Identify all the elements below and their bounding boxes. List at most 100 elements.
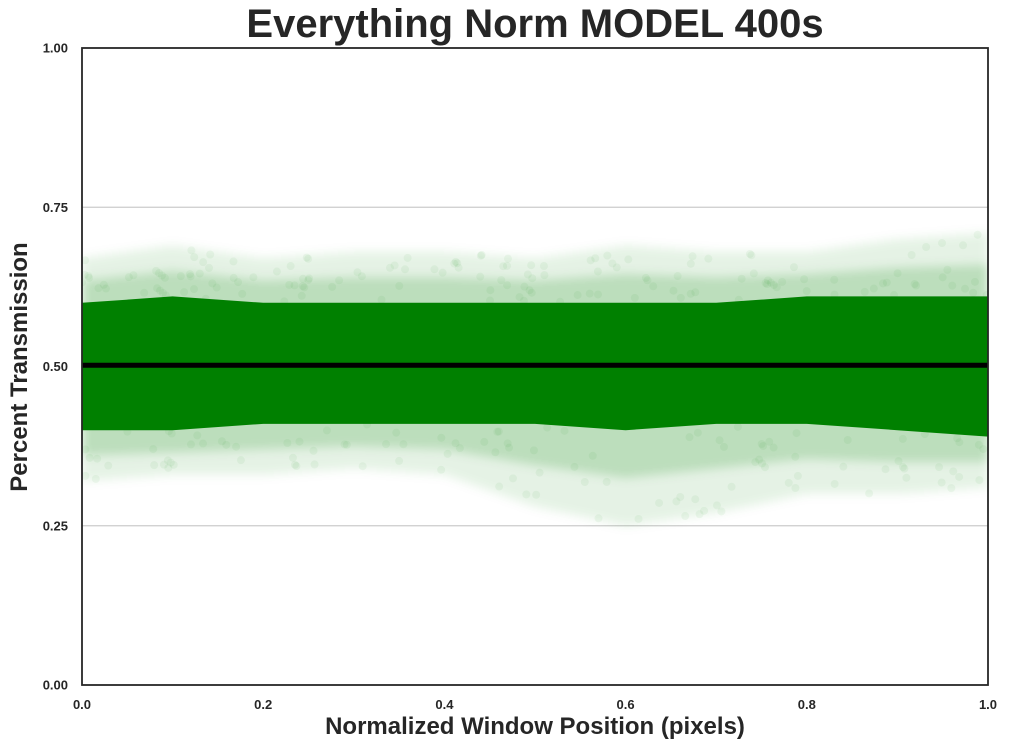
scatter-point	[493, 427, 502, 436]
scatter-point	[959, 241, 968, 250]
scatter-point	[476, 251, 485, 260]
scatter-point	[676, 492, 685, 501]
scatter-point	[593, 290, 602, 299]
scatter-point	[792, 429, 801, 438]
scatter-point	[641, 273, 650, 282]
scatter-point	[515, 293, 524, 302]
scatter-point	[201, 294, 210, 303]
scatter-point	[763, 276, 772, 285]
scatter-point	[585, 289, 594, 298]
scatter-point	[763, 280, 772, 289]
scatter-point	[907, 250, 916, 259]
scatter-point	[879, 279, 888, 288]
scatter-point	[222, 440, 231, 449]
scatter-point	[757, 439, 766, 448]
scatter-point	[82, 278, 87, 287]
scatter-point	[912, 281, 921, 290]
scatter-point	[328, 282, 337, 291]
scatter-point	[556, 297, 565, 306]
scatter-point	[686, 259, 695, 268]
scatter-point	[508, 474, 517, 483]
scatter-band	[82, 230, 988, 526]
scatter-point	[94, 284, 103, 293]
scatter-point	[390, 261, 399, 270]
scatter-point	[860, 287, 869, 296]
scatter-point	[751, 458, 760, 467]
scatter-point	[519, 296, 528, 305]
scatter-point	[229, 273, 238, 282]
scatter-point	[85, 273, 94, 282]
scatter-point	[363, 420, 372, 429]
scatter-point	[401, 265, 410, 274]
scatter-point	[382, 440, 391, 449]
scatter-point	[176, 272, 185, 281]
scatter-point	[377, 295, 386, 304]
scatter-point	[900, 464, 909, 473]
x-axis-label: Normalized Window Position (pixels)	[325, 713, 745, 740]
scatter-point	[453, 259, 462, 268]
scatter-point	[155, 269, 164, 278]
scatter-point	[437, 433, 446, 442]
scatter-point	[766, 278, 775, 287]
scatter-point	[124, 273, 133, 282]
scatter-point	[85, 453, 94, 462]
plot-frame	[81, 47, 989, 686]
scatter-point	[451, 439, 460, 448]
scatter-point	[920, 430, 929, 439]
scatter-point	[234, 278, 243, 287]
scatter-point	[305, 274, 314, 283]
scatter-point	[195, 269, 204, 278]
scatter-point	[288, 453, 297, 462]
y-tick-label: 1.00	[43, 41, 68, 56]
scatter-point	[101, 284, 110, 293]
scatter-point	[974, 440, 983, 449]
scatter-point	[943, 265, 952, 274]
x-tick-label: 1.0	[979, 697, 997, 712]
scatter-point	[249, 273, 258, 282]
scatter-point	[922, 242, 931, 251]
scatter-point	[580, 477, 589, 486]
scatter-point	[82, 270, 89, 279]
scatter-point	[676, 293, 685, 302]
scatter-point	[608, 259, 617, 268]
scatter-point	[982, 290, 988, 299]
scatter-point	[955, 472, 964, 481]
scatter-point	[335, 276, 344, 285]
scatter-point	[280, 297, 289, 306]
y-tick-label: 0.00	[43, 678, 68, 693]
scatter-point	[82, 445, 90, 454]
scatter-point	[286, 262, 295, 271]
x-tick-label: 0.4	[435, 697, 454, 712]
scatter-point	[700, 506, 709, 515]
scatter-point	[938, 273, 947, 282]
scatter-point	[283, 438, 292, 447]
scatter-point	[93, 454, 102, 463]
scatter-point	[450, 259, 459, 268]
scatter-point	[497, 276, 506, 285]
scatter-point	[299, 274, 308, 283]
scatter-point	[455, 444, 464, 453]
scatter-point	[839, 462, 848, 471]
scatter-point	[205, 263, 214, 272]
scatter-point	[232, 442, 241, 451]
scatter-point	[747, 251, 756, 260]
scatter-point	[685, 433, 694, 442]
scatter-point	[935, 463, 944, 472]
scatter-point	[229, 257, 238, 266]
scatter-point	[634, 514, 643, 523]
scatter-point	[758, 459, 767, 468]
scatter-point	[399, 440, 408, 449]
scatter-point	[586, 256, 595, 265]
scatter-point	[643, 276, 652, 285]
scatter-point	[357, 272, 366, 281]
scatter-point	[695, 510, 704, 519]
scatter-point	[217, 437, 226, 446]
tick-labels: 0.0 0.2 0.4 0.6 0.8 1.0 0.00 0.25 0.50 0.75 1.00	[43, 41, 997, 713]
scatter-point	[272, 267, 281, 276]
scatter-point	[894, 457, 903, 466]
scatter-point	[193, 431, 202, 440]
scatter-point	[865, 489, 874, 498]
scatter-point	[438, 268, 447, 277]
scatter-point	[830, 479, 839, 488]
scatter-point	[340, 440, 349, 449]
